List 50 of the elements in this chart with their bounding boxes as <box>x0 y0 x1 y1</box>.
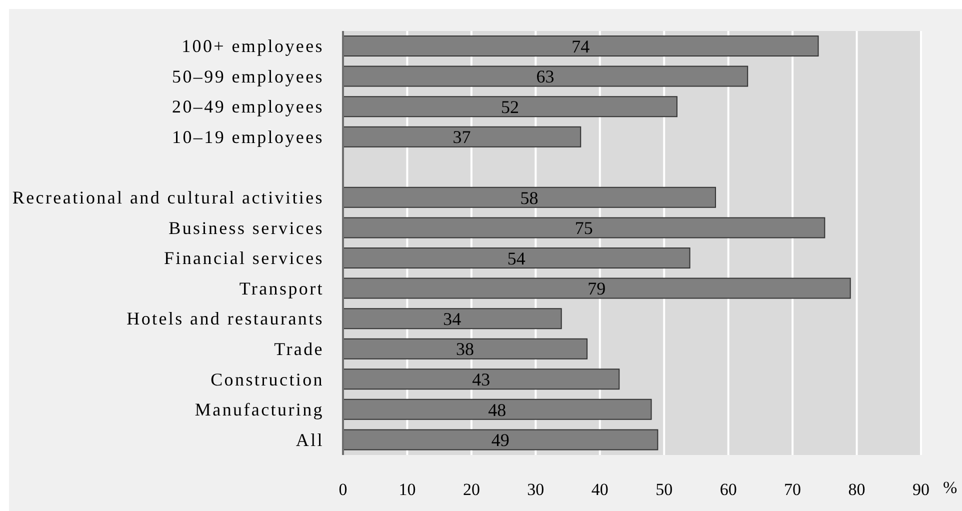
y-tick-label: Trade <box>274 339 324 359</box>
data-label: 34 <box>443 308 462 329</box>
bar <box>343 36 819 56</box>
x-tick-label: 90 <box>912 480 930 499</box>
x-tick-label: 80 <box>848 480 866 499</box>
data-label: 43 <box>472 370 490 390</box>
bar <box>343 96 678 118</box>
y-tick-label: 50–99 employees <box>172 66 324 86</box>
data-label: 63 <box>536 66 554 87</box>
y-tick-label: 20–49 employees <box>172 96 324 117</box>
y-tick-label: Business services <box>168 218 324 238</box>
data-label: 37 <box>452 127 471 148</box>
x-tick-label: 10 <box>398 480 416 499</box>
data-label: 74 <box>572 36 590 56</box>
y-tick-label: Hotels and restaurants <box>126 308 324 329</box>
data-label: 75 <box>574 218 593 238</box>
data-label: 58 <box>520 188 538 208</box>
x-tick-label: 20 <box>462 480 480 499</box>
y-tick-label: Financial services <box>164 248 324 268</box>
bar <box>343 248 690 268</box>
x-tick-label: 60 <box>720 480 737 499</box>
bar <box>343 217 826 238</box>
x-tick-label: 0 <box>338 480 348 499</box>
y-tick-label: All <box>296 430 324 450</box>
data-label: 38 <box>456 339 474 360</box>
y-tick-label: Recreational and cultural activities <box>12 188 324 208</box>
bar <box>343 66 748 87</box>
y-tick-label: 10–19 employees <box>172 127 324 147</box>
x-tick-label: 30 <box>527 480 544 499</box>
x-tick-label: 50 <box>656 480 673 499</box>
x-tick-label: 40 <box>591 480 608 499</box>
y-tick-label: Transport <box>239 278 324 298</box>
bar <box>343 429 658 450</box>
data-label: 48 <box>488 400 506 420</box>
y-tick-label: Manufacturing <box>194 400 324 420</box>
bar <box>343 368 620 390</box>
bar <box>343 398 652 420</box>
x-tick-label: 70 <box>784 480 802 499</box>
data-label: 49 <box>491 430 510 450</box>
x-axis-title: % <box>943 478 958 497</box>
data-label: 79 <box>588 278 606 299</box>
bar <box>343 186 716 208</box>
y-tick-label: Construction <box>210 369 324 390</box>
bar <box>343 338 588 360</box>
bar <box>343 308 562 330</box>
y-tick-label: 100+ employees <box>182 36 324 56</box>
bar <box>343 126 582 148</box>
data-label: 54 <box>507 248 526 268</box>
data-label: 52 <box>500 96 519 117</box>
bar <box>343 278 851 299</box>
